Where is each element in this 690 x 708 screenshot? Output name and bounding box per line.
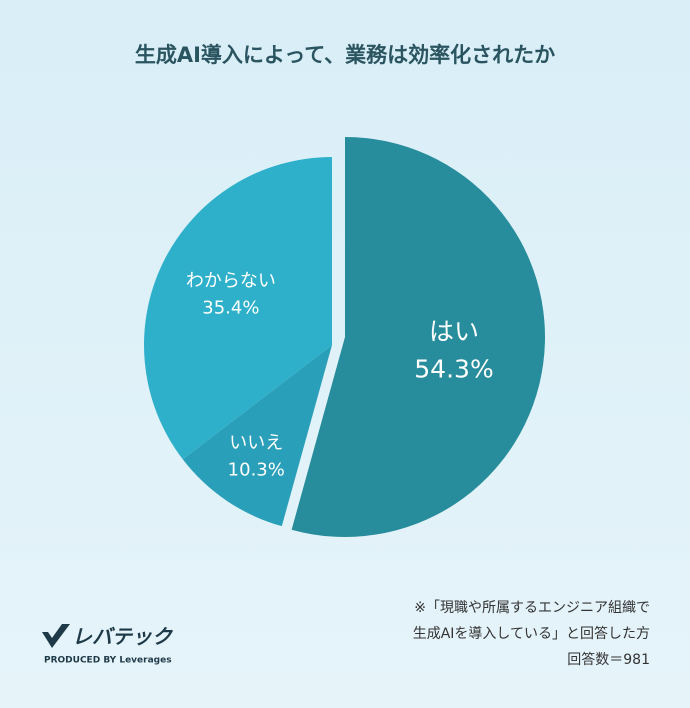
value-label: 10.3% [228, 460, 285, 481]
pie-slice [182, 345, 332, 527]
note: 生成AIを導入している」と回答した方 [413, 625, 650, 642]
note: ※「現職や所属するエンジニア組織で [414, 600, 650, 616]
brand: レバテック [72, 625, 174, 649]
pie-slice [144, 157, 332, 460]
pie-slice [291, 137, 546, 537]
slice-label: いいえ [229, 433, 283, 454]
logo-mark [42, 624, 70, 648]
chart-title: 生成AI導入によって、業務は効率化されたか [135, 43, 555, 67]
slice-label: わからない [186, 271, 276, 292]
footnote: ※「現職や所属するエンジニア組織で 生成AIを導入している」と回答した方 回答数… [413, 600, 650, 668]
value-label: 35.4% [202, 298, 259, 319]
slice-label: はい [429, 317, 479, 346]
note: 回答数＝981 [567, 651, 650, 668]
value-label: 54.3% [414, 355, 493, 384]
logo: レバテック PRODUCED BY Leverages [42, 624, 174, 666]
brand-sub: PRODUCED BY Leverages [44, 656, 172, 666]
pie: はい 54.3% いいえ 10.3% わからない 35.4% [144, 137, 546, 537]
